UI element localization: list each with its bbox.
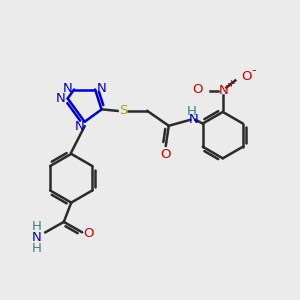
Text: H: H [186,105,196,118]
Text: N: N [74,120,84,133]
Text: N: N [219,84,229,97]
Text: N: N [189,113,199,126]
Text: H: H [32,220,42,233]
Text: +: + [227,79,236,89]
Text: O: O [83,227,94,240]
Text: N: N [56,92,66,105]
Text: H: H [32,242,42,255]
Text: N: N [32,231,42,244]
Text: N: N [63,82,73,95]
Text: -: - [252,64,256,77]
Text: N: N [97,82,106,95]
Text: O: O [160,148,171,161]
Text: O: O [241,70,252,83]
Text: S: S [119,104,127,117]
Text: O: O [193,83,203,96]
